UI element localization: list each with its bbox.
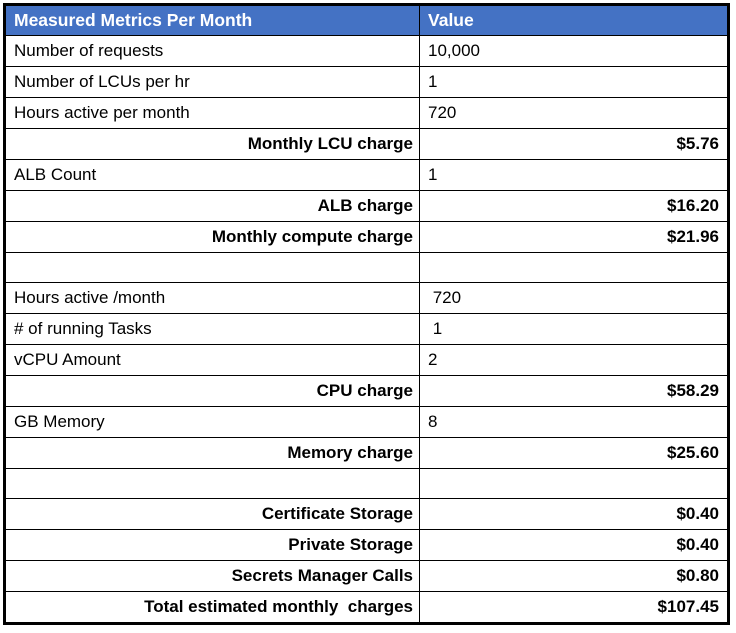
metric-cell: Number of requests [4, 35, 420, 67]
metric-cell: Memory charge [4, 437, 420, 469]
metric-cell: Hours active per month [4, 97, 420, 129]
value-cell: $25.60 [419, 437, 729, 469]
value-cell: $0.80 [419, 560, 729, 592]
table-row: # of running Tasks 1 [4, 313, 729, 345]
metric-cell: Monthly compute charge [4, 221, 420, 253]
metric-cell: ALB charge [4, 190, 420, 222]
table-row: Monthly compute charge $21.96 [4, 221, 729, 253]
metric-cell [4, 468, 420, 499]
table-row: Certificate Storage $0.40 [4, 498, 729, 530]
table-row: Monthly LCU charge $5.76 [4, 128, 729, 160]
value-cell: 2 [419, 344, 729, 376]
table-row: vCPU Amount 2 [4, 344, 729, 376]
table-row: ALB charge $16.20 [4, 190, 729, 222]
table-row: Hours active per month 720 [4, 97, 729, 129]
table-row: Total estimated monthly charges $107.45 [4, 591, 729, 624]
metric-cell: Total estimated monthly charges [4, 591, 420, 624]
table-row [4, 252, 729, 283]
value-cell: 10,000 [419, 35, 729, 67]
value-cell: 1 [419, 159, 729, 191]
metric-cell: Secrets Manager Calls [4, 560, 420, 592]
value-cell: 720 [419, 282, 729, 314]
metric-cell: GB Memory [4, 406, 420, 438]
value-cell: 1 [419, 66, 729, 98]
value-cell: $5.76 [419, 128, 729, 160]
table-row: Number of LCUs per hr 1 [4, 66, 729, 98]
metric-cell: Number of LCUs per hr [4, 66, 420, 98]
table-header: Measured Metrics Per Month Value [4, 4, 729, 36]
metric-cell: ALB Count [4, 159, 420, 191]
metric-cell: Hours active /month [4, 282, 420, 314]
value-cell: $58.29 [419, 375, 729, 407]
cost-estimate-table: Measured Metrics Per Month Value Number … [3, 3, 730, 625]
value-cell: $107.45 [419, 591, 729, 624]
value-cell: $0.40 [419, 498, 729, 530]
value-cell: $16.20 [419, 190, 729, 222]
metric-cell: CPU charge [4, 375, 420, 407]
header-row: Measured Metrics Per Month Value [4, 4, 729, 36]
header-metric-col: Measured Metrics Per Month [4, 4, 420, 36]
value-cell [419, 252, 729, 283]
table-row: Memory charge $25.60 [4, 437, 729, 469]
metric-cell: # of running Tasks [4, 313, 420, 345]
header-value-col: Value [419, 4, 729, 36]
table-row: ALB Count 1 [4, 159, 729, 191]
metric-cell: vCPU Amount [4, 344, 420, 376]
metric-cell: Private Storage [4, 529, 420, 561]
value-cell: 8 [419, 406, 729, 438]
table-row [4, 468, 729, 499]
table-row: CPU charge $58.29 [4, 375, 729, 407]
value-cell: 720 [419, 97, 729, 129]
table-row: Secrets Manager Calls $0.80 [4, 560, 729, 592]
metric-cell: Monthly LCU charge [4, 128, 420, 160]
table-body: Number of requests 10,000 Number of LCUs p… [4, 35, 729, 624]
value-cell: $0.40 [419, 529, 729, 561]
value-cell [419, 468, 729, 499]
value-cell: 1 [419, 313, 729, 345]
metric-cell [4, 252, 420, 283]
metric-cell: Certificate Storage [4, 498, 420, 530]
table-row: Number of requests 10,000 [4, 35, 729, 67]
value-cell: $21.96 [419, 221, 729, 253]
table-row: Private Storage $0.40 [4, 529, 729, 561]
table-row: Hours active /month 720 [4, 282, 729, 314]
table-row: GB Memory 8 [4, 406, 729, 438]
